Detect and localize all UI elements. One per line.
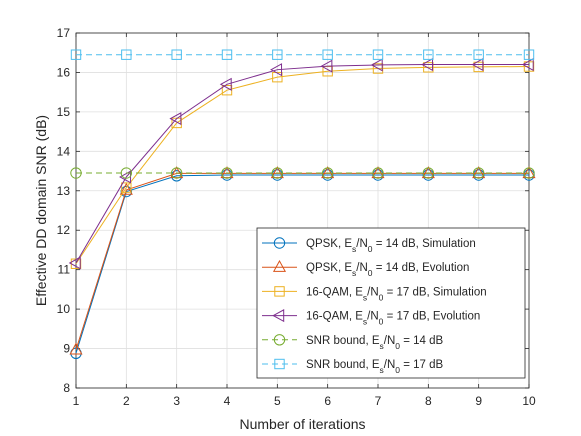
data-point [170, 167, 183, 179]
legend-marker [272, 259, 287, 272]
series-line [75, 66, 530, 265]
data-point [320, 59, 333, 73]
data-point [270, 63, 283, 77]
data-point [322, 49, 333, 60]
data-point [522, 166, 536, 179]
x-tick-label: 7 [375, 394, 382, 408]
legend-label: 16-QAM, Es/N0 = 17 dB, Evolution [306, 311, 480, 327]
data-point [472, 167, 485, 179]
x-tick-label: 4 [224, 394, 231, 408]
data-point [119, 170, 132, 184]
data-point [423, 49, 434, 60]
data-point [271, 167, 284, 179]
x-tick-label: 8 [425, 394, 432, 408]
data-point [219, 77, 232, 91]
y-tick-label: 13 [57, 184, 71, 198]
data-point [370, 58, 383, 72]
data-point [70, 49, 82, 60]
y-tick-label: 17 [57, 26, 71, 40]
data-point [272, 49, 283, 60]
data-point [523, 167, 535, 179]
y-tick-label: 9 [63, 342, 70, 356]
x-tick-label: 5 [274, 394, 281, 408]
legend-entry: QPSK, Es/N0 = 14 dB, Simulation [262, 237, 476, 254]
data-point [421, 58, 434, 72]
data-point [473, 49, 484, 60]
legend-label: SNR bound, Es/N0 = 17 dB [306, 359, 443, 375]
series-6 [70, 49, 535, 60]
x-tick-label: 2 [123, 394, 130, 408]
series-group [68, 49, 536, 359]
legend-marker [273, 237, 286, 249]
data-point [521, 58, 534, 72]
data-point [270, 166, 284, 179]
data-point [119, 182, 133, 195]
data-point [321, 166, 335, 179]
data-point [372, 49, 384, 60]
data-point [421, 166, 435, 179]
data-point [371, 166, 385, 179]
legend-box [256, 227, 526, 379]
y-tick-label: 10 [57, 302, 71, 316]
data-point [169, 112, 182, 126]
legend-entry: SNR bound, Es/N0 = 17 dB [262, 358, 443, 375]
x-axis-label: Number of iterations [239, 416, 365, 432]
data-point [221, 49, 233, 60]
data-point [272, 71, 283, 83]
legend-entry: 16-QAM, Es/N0 = 17 dB, Simulation [262, 286, 487, 302]
y-axis-label: Effective DD domain SNR (dB) [33, 115, 49, 306]
data-point [170, 166, 184, 179]
legend-entry: 16-QAM, Es/N0 = 17 dB, Evolution [262, 309, 480, 327]
x-tick-label: 9 [475, 394, 482, 408]
data-point [120, 167, 133, 179]
data-point [321, 167, 334, 179]
x-tick-label: 1 [73, 394, 80, 408]
legend-label: QPSK, Es/N0 = 14 dB, Simulation [306, 238, 476, 254]
legend-marker [274, 358, 285, 370]
data-point [221, 167, 233, 179]
data-point [220, 166, 234, 179]
data-point [523, 49, 535, 60]
data-point [121, 182, 132, 193]
legend-entry: SNR bound, Es/N0 = 14 dB [262, 334, 443, 351]
data-point [422, 167, 435, 179]
x-tick-label: 3 [173, 394, 180, 408]
data-point [68, 256, 81, 270]
data-point [471, 58, 484, 72]
series-4 [68, 58, 534, 270]
data-point [69, 342, 83, 355]
plot-frame [75, 32, 530, 389]
series-5 [70, 167, 535, 179]
legend-label: QPSK, Es/N0 = 14 dB, Evolution [306, 262, 469, 278]
data-point [121, 49, 132, 60]
y-tick-label: 16 [57, 65, 71, 79]
y-tick-label: 11 [58, 263, 71, 277]
series-line [75, 172, 529, 350]
legend-marker [274, 286, 285, 297]
data-point [472, 166, 486, 179]
series-line [75, 64, 529, 264]
x-tick-label: 6 [324, 394, 331, 408]
y-tick-label: 12 [57, 223, 71, 237]
series-2 [69, 166, 536, 355]
legend-entry: QPSK, Es/N0 = 14 dB, Evolution [262, 259, 469, 278]
y-tick-label: 8 [63, 381, 70, 395]
legend-label: 16-QAM, Es/N0 = 17 dB, Simulation [306, 286, 487, 302]
data-point [171, 49, 182, 60]
y-tick-label: 14 [57, 144, 71, 158]
legend-marker [272, 309, 285, 323]
data-point [70, 167, 82, 179]
legend-label: SNR bound, Es/N0 = 14 dB [306, 335, 443, 351]
series-line [75, 174, 529, 354]
legend-marker [273, 334, 286, 346]
x-tick-label: 10 [522, 394, 536, 408]
y-tick-label: 15 [57, 105, 71, 119]
legend: QPSK, Es/N0 = 14 dB, Simulation QPSK, Es/… [256, 227, 526, 379]
data-point [372, 167, 384, 179]
